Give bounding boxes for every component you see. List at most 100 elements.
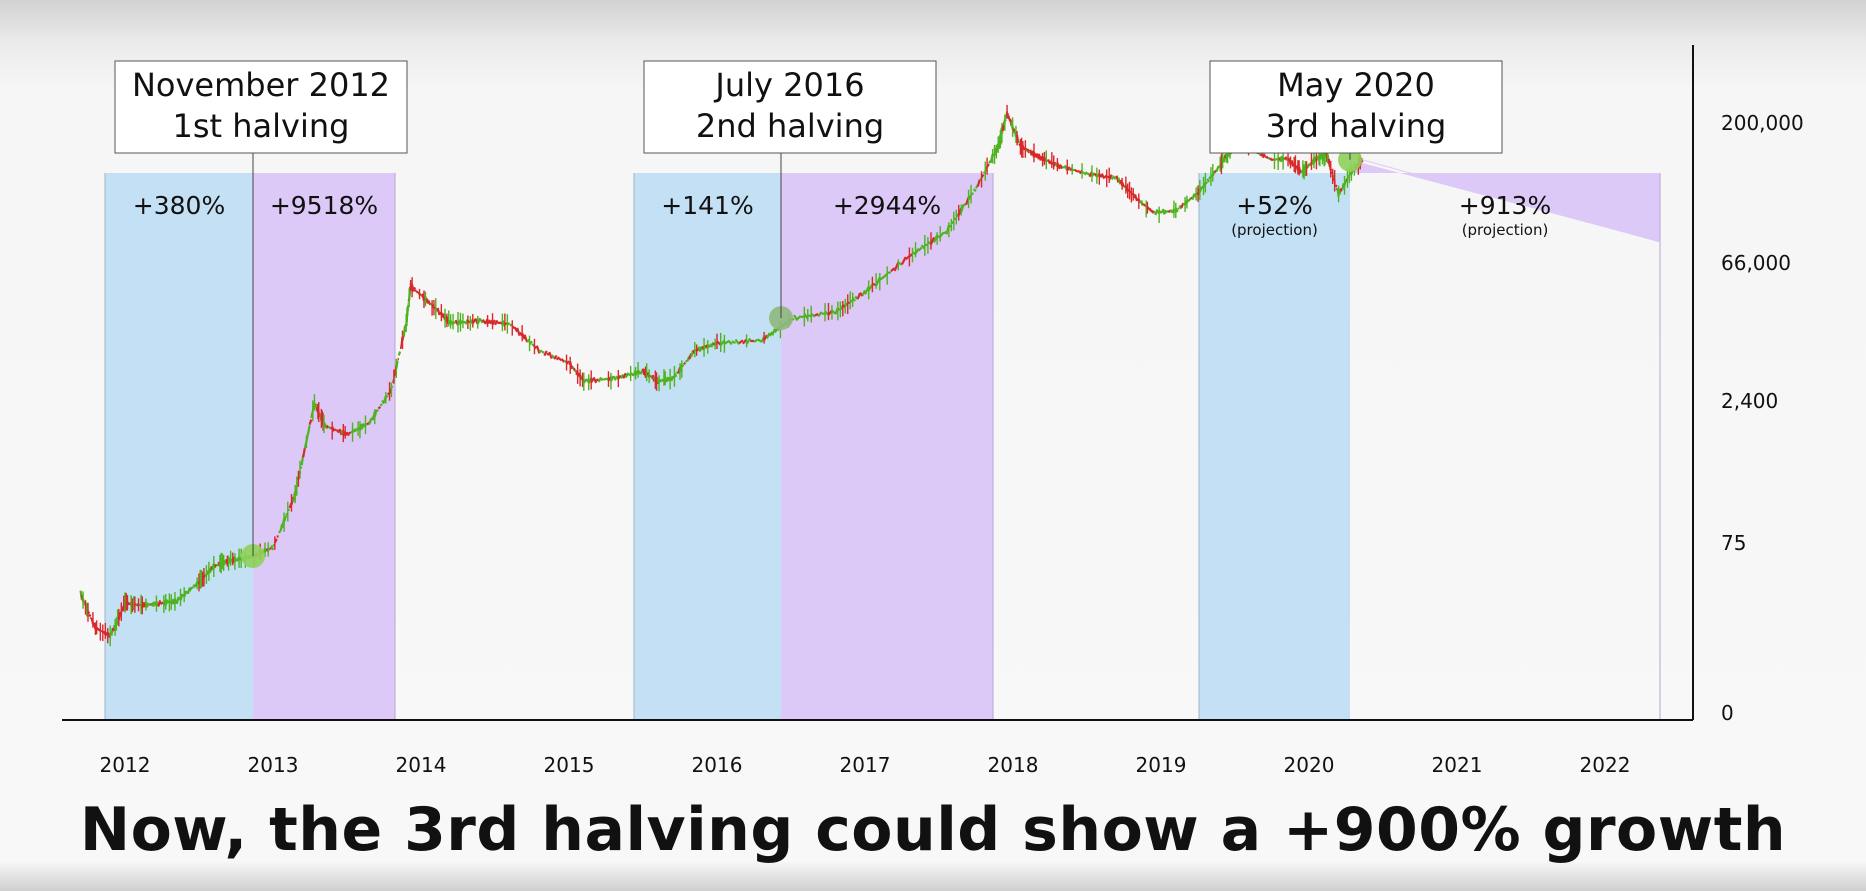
price-segment [152, 601, 156, 607]
price-segment [1037, 153, 1042, 161]
x-tick-label: 2019 [1136, 753, 1187, 777]
price-segment [306, 425, 311, 435]
price-segment [976, 179, 981, 187]
price-segment [1140, 200, 1144, 206]
price-segment [360, 422, 365, 430]
halving-date-1: November 2012 [132, 66, 390, 104]
price-segment [555, 356, 560, 361]
y-tick-label: 75 [1721, 531, 1746, 555]
note-before-3: (projection) [1231, 221, 1318, 239]
price-segment [1344, 179, 1348, 183]
price-segment [494, 319, 499, 326]
price-segment [157, 600, 162, 607]
region-after-3-projection [1350, 159, 1660, 242]
price-segment [1148, 208, 1153, 212]
price-segment [335, 429, 339, 432]
x-tick-label: 2012 [100, 753, 151, 777]
price-segment [214, 563, 218, 568]
price-segment [1083, 171, 1088, 176]
price-segment [191, 586, 194, 589]
price-segment [1007, 114, 1011, 120]
price-segment [1058, 164, 1064, 170]
x-tick-label: 2022 [1580, 753, 1631, 777]
x-tick-label: 2020 [1284, 753, 1335, 777]
price-segment [270, 545, 275, 551]
region-after-2 [781, 173, 993, 720]
price-segment [353, 428, 358, 433]
price-segment [323, 423, 328, 429]
price-segment [683, 361, 687, 365]
price-segment [1117, 177, 1122, 185]
price-segment [1151, 210, 1155, 214]
x-tick-label: 2021 [1432, 753, 1483, 777]
price-segment [917, 246, 923, 252]
price-segment [1334, 184, 1338, 188]
price-segment [1260, 153, 1264, 157]
price-segment [697, 346, 702, 352]
price-segment [690, 350, 695, 358]
price-segment [727, 339, 733, 346]
price-segment [1178, 204, 1183, 210]
price-segment [175, 596, 180, 605]
price-segment [479, 318, 484, 324]
price-segment [1086, 172, 1090, 176]
x-tick-label: 2013 [248, 753, 299, 777]
price-segment [817, 311, 823, 318]
price-segment [796, 314, 802, 320]
pct-before-2: +141% [661, 191, 753, 220]
price-segment [1163, 209, 1168, 214]
price-segment [570, 365, 574, 369]
price-segment [771, 328, 776, 336]
x-tick-label: 2017 [840, 753, 891, 777]
price-segment [1017, 140, 1021, 144]
price-segment [619, 373, 625, 380]
price-segment [1215, 165, 1220, 172]
price-segment [1134, 194, 1139, 202]
price-segment [548, 351, 553, 360]
price-segment [793, 314, 799, 322]
price-segment [738, 339, 744, 345]
halving-date-2: July 2016 [713, 66, 864, 104]
price-segment [597, 376, 603, 383]
price-segment [538, 349, 543, 353]
price-segment [1115, 175, 1120, 183]
y-tick-label: 0 [1721, 701, 1734, 725]
price-segment [88, 613, 92, 618]
halving-name-3: 3rd halving [1266, 107, 1447, 145]
price-segment [861, 289, 866, 296]
price-segment [972, 188, 977, 192]
price-segment [111, 627, 115, 632]
price-segment [612, 375, 617, 381]
price-segment [436, 307, 441, 316]
price-segment [592, 376, 598, 384]
price-segment [699, 346, 704, 351]
pct-after-3: +913% [1459, 191, 1551, 220]
halving-regions [104, 159, 1661, 720]
price-segment [1290, 160, 1295, 167]
price-segment [1191, 193, 1196, 200]
price-segment [302, 447, 306, 458]
price-segment [513, 326, 519, 333]
price-segment [1034, 152, 1039, 159]
price-segment [327, 425, 331, 430]
price-segment [1100, 173, 1106, 180]
price-segment [1284, 156, 1288, 161]
price-segment [1264, 155, 1267, 158]
region-before-3 [1199, 173, 1350, 720]
price-segment [1265, 155, 1270, 160]
price-segment [622, 372, 627, 379]
price-segment [1206, 178, 1211, 183]
halving-label-box-3 [1209, 60, 1503, 154]
price-segment [660, 378, 664, 382]
price-segment [186, 587, 191, 595]
price-segment [376, 408, 380, 412]
price-segment [553, 354, 558, 360]
pct-before-3: +52% [1236, 191, 1313, 220]
price-segment [1076, 169, 1080, 173]
x-tick-label: 2016 [692, 753, 743, 777]
pct-after-1: +9518% [270, 191, 378, 220]
price-segment [415, 290, 419, 294]
price-segment [427, 300, 432, 306]
price-segment [753, 338, 759, 343]
